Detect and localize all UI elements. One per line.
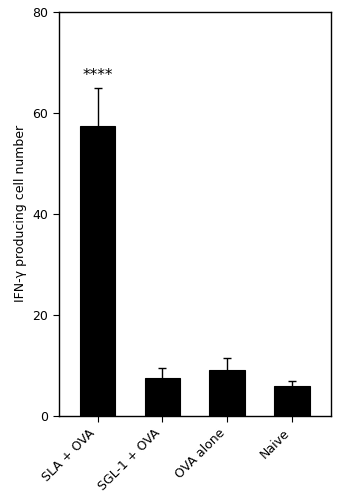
Y-axis label: IFN-γ producing cell number: IFN-γ producing cell number (14, 126, 27, 302)
Bar (80, 126, 115, 416)
Bar (274, 386, 310, 416)
Bar (210, 370, 245, 416)
Bar (145, 378, 180, 416)
Text: ****: **** (82, 68, 113, 82)
